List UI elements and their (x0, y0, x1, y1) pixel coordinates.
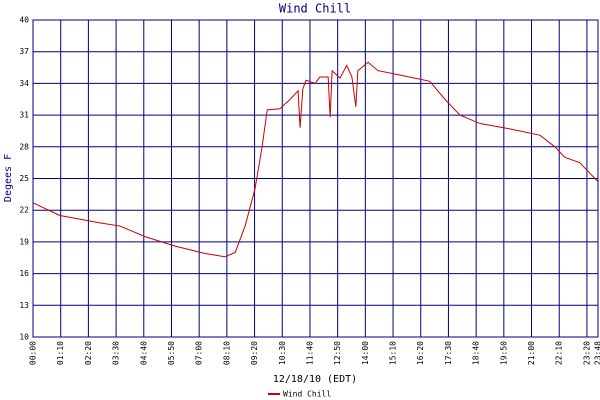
x-tick-label: 22:10 (555, 341, 564, 365)
y-tick-label: 10 (19, 333, 29, 342)
x-tick-label: 00:00 (29, 341, 38, 365)
legend-label: Wind Chill (283, 390, 331, 399)
x-tick-label: 09:20 (250, 341, 259, 365)
x-tick-label: 23:48 (594, 341, 600, 365)
x-tick-label: 21:00 (527, 341, 536, 365)
y-axis-label: Degees F (3, 154, 14, 202)
chart-title: Wind Chill (279, 2, 351, 16)
x-tick-label: 17:30 (444, 341, 453, 365)
y-tick-label: 16 (19, 269, 29, 278)
x-tick-label: 23:20 (582, 341, 591, 365)
x-tick-label: 08:10 (222, 341, 231, 365)
y-tick-label: 31 (19, 111, 29, 120)
y-tick-label: 13 (19, 301, 29, 310)
x-tick-label: 18:40 (472, 341, 481, 365)
plot-border (32, 19, 599, 338)
x-axis-label: 12/18/10 (EDT) (273, 374, 357, 385)
y-tick-label: 28 (19, 142, 29, 151)
y-tick-label: 34 (19, 79, 29, 88)
x-tick-label: 12:50 (333, 341, 342, 365)
x-tick-label: 19:50 (499, 341, 508, 365)
x-tick-label: 02:20 (84, 341, 93, 365)
y-tick-label: 40 (19, 16, 29, 25)
y-tick-label: 22 (19, 206, 29, 215)
x-tick-label: 14:00 (361, 341, 370, 365)
x-tick-label: 04:40 (139, 341, 148, 365)
x-tick-label: 10:30 (278, 341, 287, 365)
x-tick-label: 01:10 (56, 341, 65, 365)
y-tick-label: 25 (19, 174, 29, 183)
y-tick-label: 19 (19, 237, 29, 246)
x-tick-label: 16:20 (416, 341, 425, 365)
x-tick-label: 11:40 (305, 341, 314, 365)
x-tick-label: 05:50 (167, 341, 176, 365)
x-tick-label: 15:10 (389, 341, 398, 365)
data-line (32, 61, 599, 258)
x-tick-label: 03:30 (112, 341, 121, 365)
x-tick-label: 07:00 (195, 341, 204, 365)
y-tick-label: 37 (19, 47, 29, 56)
